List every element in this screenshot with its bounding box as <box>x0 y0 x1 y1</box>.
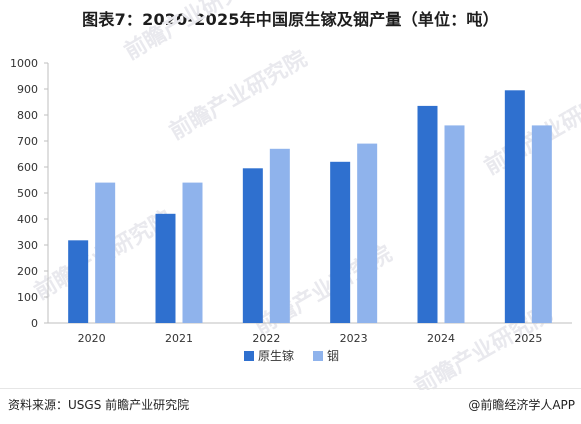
legend-swatch <box>244 351 254 361</box>
bar-gallium <box>330 161 351 323</box>
legend-swatch <box>313 351 323 361</box>
source-note: 资料来源：USGS 前瞻产业研究院 <box>8 398 190 412</box>
legend-label: 铟 <box>327 349 339 363</box>
bar-gallium <box>504 90 525 323</box>
x-tick-labels: 2020 2021 2022 2023 2024 2025 <box>78 332 543 345</box>
y-tick-label: 600 <box>17 161 38 174</box>
watermark-text: 前瞻产业研究院 <box>120 0 266 65</box>
bar-gallium <box>417 105 438 324</box>
chart-axes <box>44 62 572 324</box>
y-tick-label: 300 <box>17 239 38 252</box>
bar-indium <box>531 125 552 324</box>
y-tick-label: 1000 <box>10 57 38 70</box>
legend-label: 原生镓 <box>258 348 294 363</box>
chart-title: 图表7：2020-2025年中国原生镓及铟产量（单位：吨） <box>82 10 499 29</box>
brand-credit: @前瞻经济学人APP <box>468 398 575 412</box>
bar-indium <box>182 182 203 323</box>
y-tick-label: 0 <box>31 317 38 330</box>
y-tick-label: 400 <box>17 213 38 226</box>
x-tick-label: 2022 <box>252 332 280 345</box>
x-tick-label: 2021 <box>165 332 193 345</box>
watermark-text: 前瞻产业研究院 <box>165 46 311 146</box>
y-tick-labels: 0 100 200 300 400 500 600 700 800 900 1000 <box>10 57 38 330</box>
y-tick-label: 100 <box>17 291 38 304</box>
chart-bars <box>68 90 552 324</box>
y-tick-label: 900 <box>17 83 38 96</box>
y-tick-label: 800 <box>17 109 38 122</box>
bar-gallium <box>242 168 263 323</box>
x-tick-label: 2020 <box>78 332 106 345</box>
bar-indium <box>357 143 378 323</box>
x-tick-label: 2023 <box>340 332 368 345</box>
y-tick-label: 200 <box>17 265 38 278</box>
watermark-text: 前瞻产业研究院 <box>480 81 581 181</box>
bar-chart: 前瞻产业研究院前瞻产业研究院前瞻产业研究院前瞻产业研究院前瞻产业研究院前瞻产业研… <box>10 0 581 390</box>
y-tick-label: 700 <box>17 135 38 148</box>
bar-gallium <box>68 240 89 323</box>
x-tick-label: 2025 <box>514 332 542 345</box>
bar-gallium <box>155 213 176 323</box>
chart-legend: 原生镓 铟 <box>244 348 339 363</box>
bar-indium <box>269 148 290 323</box>
x-tick-label: 2024 <box>427 332 455 345</box>
bar-indium <box>95 182 116 323</box>
y-tick-label: 500 <box>17 187 38 200</box>
footer-divider <box>0 388 581 389</box>
bar-indium <box>444 125 465 324</box>
